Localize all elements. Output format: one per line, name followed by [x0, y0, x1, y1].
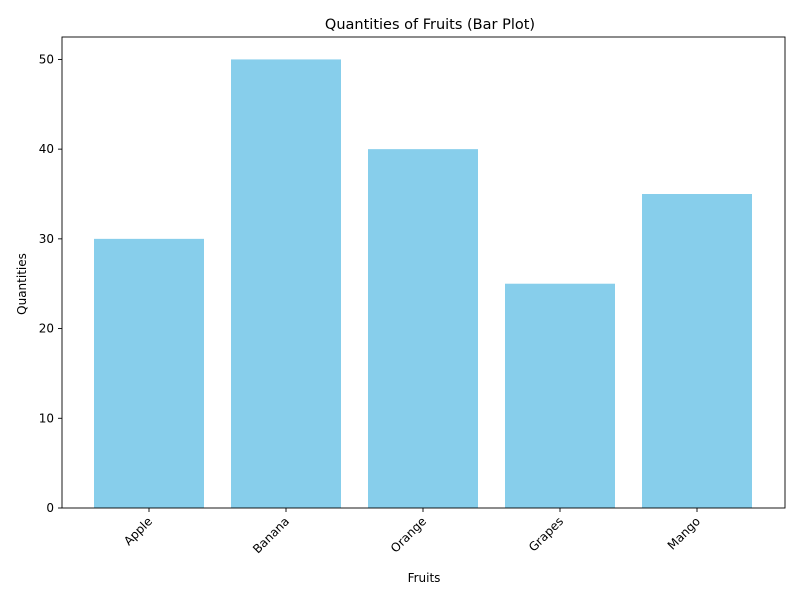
- x-tick-label-mango: Mango: [665, 514, 703, 552]
- y-tick-label: 40: [39, 142, 54, 156]
- bar-banana: [231, 59, 341, 509]
- bar-apple: [94, 238, 204, 508]
- x-tick-label-orange: Orange: [388, 514, 429, 555]
- y-tick-label: 50: [39, 52, 54, 66]
- plot-area: 0 10 20 30 40 50 Apple Banana Orange Grapes Mango: [39, 36, 786, 556]
- x-tick-label-grapes: Grapes: [526, 514, 566, 554]
- x-tick-label-apple: Apple: [121, 514, 155, 548]
- plot-frame: [61, 36, 786, 509]
- bar-orange: [368, 149, 478, 508]
- chart-title: Quantities of Fruits (Bar Plot): [325, 17, 535, 33]
- y-tick-label: 10: [39, 411, 54, 425]
- y-tick-label: 20: [39, 322, 54, 336]
- bar-mango: [642, 194, 752, 508]
- y-tick-label: 0: [46, 501, 54, 515]
- bar-grapes: [505, 283, 615, 508]
- y-tick-label: 30: [39, 232, 54, 246]
- x-tick-label-banana: Banana: [250, 514, 292, 556]
- x-axis-label: Fruits: [408, 571, 441, 585]
- y-axis-label: Quantities: [15, 253, 29, 315]
